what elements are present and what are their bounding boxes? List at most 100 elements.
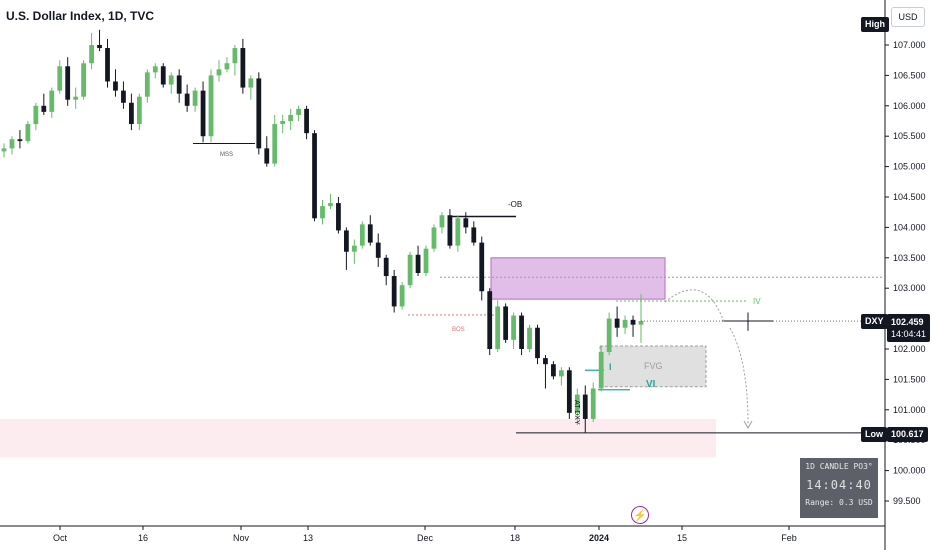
low-tag: Low bbox=[861, 427, 887, 442]
candle-body bbox=[630, 319, 636, 325]
candle-body bbox=[407, 254, 413, 286]
candle-body bbox=[439, 215, 445, 228]
candle-body bbox=[288, 114, 294, 121]
candle-body bbox=[25, 124, 31, 142]
candle-body bbox=[57, 66, 63, 91]
x-tick-label: Oct bbox=[53, 533, 68, 543]
candle-body bbox=[73, 96, 79, 100]
candle-body bbox=[638, 321, 644, 325]
candle-body bbox=[447, 215, 453, 246]
candle-body bbox=[415, 254, 421, 273]
candle-body bbox=[606, 318, 612, 353]
candle-body bbox=[49, 90, 55, 112]
candle-body bbox=[224, 63, 230, 70]
y-tick-label: 102.000 bbox=[893, 344, 926, 354]
candle-body bbox=[343, 230, 349, 252]
candle-body bbox=[121, 90, 126, 103]
candle-body bbox=[511, 315, 516, 340]
high-tag: High bbox=[861, 17, 889, 32]
candle-body bbox=[495, 306, 501, 349]
candle-body bbox=[527, 327, 532, 349]
order-block-zone bbox=[490, 257, 666, 300]
countdown-value: 14:04:41 bbox=[891, 329, 927, 339]
candle-body bbox=[574, 394, 580, 413]
candle-body bbox=[543, 358, 548, 365]
y-tick-label: 106.000 bbox=[893, 101, 926, 111]
candle-body bbox=[431, 227, 437, 249]
low-value-tag: 100.617 bbox=[887, 427, 928, 442]
y-tick-label: 107.000 bbox=[893, 40, 926, 50]
currency-scale-button[interactable]: USD bbox=[891, 7, 925, 27]
candle-body bbox=[184, 93, 190, 106]
candle-body bbox=[471, 227, 477, 243]
candle-body bbox=[367, 224, 373, 243]
candle-body bbox=[320, 206, 325, 219]
candle-body bbox=[89, 45, 94, 64]
widget-title: 1D CANDLE PO3° bbox=[805, 462, 873, 471]
chart-title: U.S. Dollar Index, 1D, TVC bbox=[6, 9, 155, 23]
ob-label: -OB bbox=[508, 200, 523, 209]
y-tick-label: 101.500 bbox=[893, 374, 926, 384]
x-tick-label: 18 bbox=[510, 533, 520, 543]
candle-body bbox=[264, 148, 270, 164]
candle-body bbox=[105, 48, 110, 82]
candle-body bbox=[200, 90, 206, 137]
candle-body bbox=[216, 69, 222, 76]
candle-body bbox=[176, 75, 182, 94]
candle-body bbox=[240, 48, 246, 88]
candle-body bbox=[113, 81, 118, 91]
bos-label: BOS bbox=[452, 327, 465, 333]
fvg-zone bbox=[599, 345, 707, 388]
candle-body bbox=[582, 394, 588, 419]
mss-label: MSS bbox=[220, 152, 234, 158]
candle-body bbox=[152, 66, 158, 73]
candle-body bbox=[614, 318, 620, 328]
last-price-value: 102.459 bbox=[891, 317, 924, 327]
candle-body bbox=[232, 48, 238, 64]
x-tick-label: 13 bbox=[303, 533, 313, 543]
candle-body bbox=[168, 75, 174, 85]
y-tick-label: 104.500 bbox=[893, 192, 926, 202]
candle-body bbox=[399, 285, 405, 307]
y-tick-label: 106.500 bbox=[893, 70, 926, 80]
candle-body bbox=[136, 96, 142, 125]
x-tick-label: Feb bbox=[781, 533, 797, 543]
y-tick-label: 105.500 bbox=[893, 131, 926, 141]
candle-body bbox=[463, 218, 469, 228]
x-tick-label: 16 bbox=[138, 533, 148, 543]
projection-arc-1 bbox=[664, 289, 725, 323]
i-label: I bbox=[609, 362, 612, 372]
candle-body bbox=[503, 306, 509, 340]
candle-body bbox=[304, 108, 309, 134]
y-tick-label: 105.000 bbox=[893, 162, 926, 172]
candle-body bbox=[558, 370, 564, 377]
candle-body bbox=[144, 72, 150, 97]
candle-body bbox=[487, 291, 493, 349]
x-tick-label: 2024 bbox=[589, 533, 609, 543]
candle-body bbox=[598, 352, 604, 389]
symbol-tag: DXY bbox=[861, 314, 888, 329]
candle-body bbox=[375, 242, 381, 258]
projection-arrow-icon bbox=[743, 420, 753, 430]
candle-body bbox=[208, 75, 214, 137]
y-tick-label: 99.500 bbox=[893, 496, 921, 506]
candle-body bbox=[351, 245, 357, 252]
candle-body bbox=[312, 133, 317, 219]
projection-arc-2 bbox=[729, 327, 749, 426]
candle-body bbox=[1, 148, 7, 152]
candle-body bbox=[248, 78, 254, 88]
tradingview-logo-icon[interactable]: ⚡ bbox=[631, 506, 649, 524]
low-liquidity-zone bbox=[0, 418, 716, 458]
iv-label: IV bbox=[753, 297, 761, 306]
candle-body bbox=[383, 257, 389, 277]
candle-body bbox=[328, 203, 333, 207]
y-tick-label: 103.000 bbox=[893, 283, 926, 293]
candle-body bbox=[65, 66, 71, 100]
candle-body bbox=[566, 370, 572, 413]
candle-body bbox=[9, 139, 15, 149]
candle-body bbox=[535, 327, 540, 359]
x-tick-label: 15 bbox=[677, 533, 687, 543]
candle-body bbox=[622, 319, 628, 328]
candle-body bbox=[423, 248, 429, 273]
